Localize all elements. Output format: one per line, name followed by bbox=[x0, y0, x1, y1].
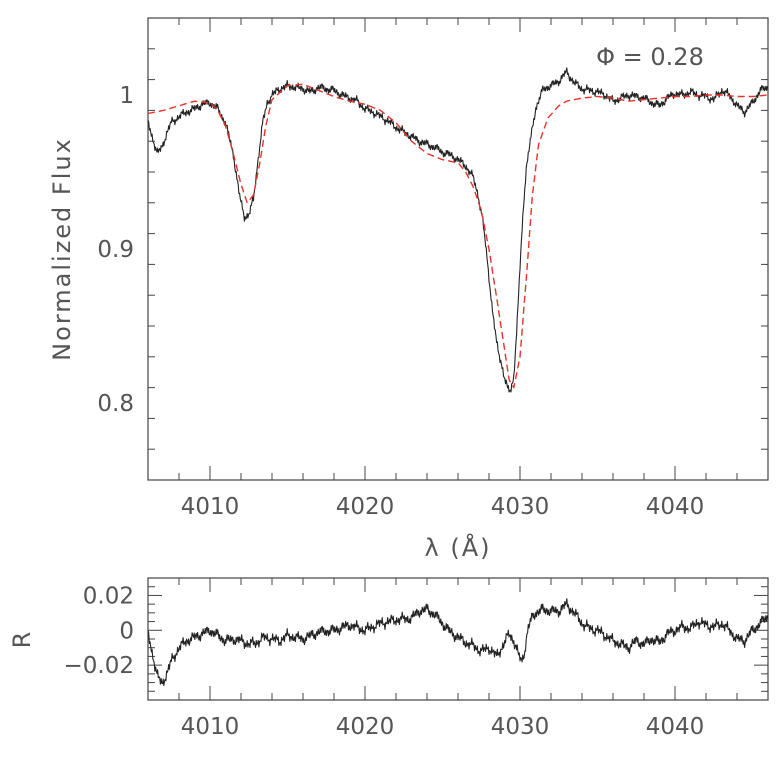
residual-y-tick-label: 0 bbox=[119, 618, 134, 644]
main-x-axis-label: λ (Å) bbox=[425, 533, 492, 562]
residual-panel: 4010 4020 4030 4040 −0.02 0 0.02 R bbox=[8, 577, 769, 740]
main-y-tick-label: 0.8 bbox=[97, 391, 134, 417]
main-y-tick-label: 0.9 bbox=[97, 237, 134, 263]
main-series-group bbox=[147, 67, 769, 393]
residual-x-tick-label: 4020 bbox=[336, 714, 395, 740]
residual-y-tick-label: 0.02 bbox=[83, 583, 134, 609]
main-ticks bbox=[147, 17, 769, 481]
residual-x-tick-label: 4040 bbox=[646, 714, 705, 740]
main-plot-frame bbox=[147, 17, 769, 481]
main-tick-labels: 4010 4020 4030 4040 0.8 0.9 1 bbox=[97, 83, 704, 520]
main-model-spectrum-line bbox=[147, 83, 769, 389]
residual-x-tick-label: 4030 bbox=[491, 714, 550, 740]
main-x-tick-label: 4010 bbox=[181, 494, 240, 520]
phase-annotation: Φ = 0.28 bbox=[596, 43, 704, 71]
main-x-tick-label: 4040 bbox=[646, 494, 705, 520]
main-observed-spectrum-line bbox=[147, 67, 769, 393]
residual-ticks bbox=[147, 577, 769, 701]
main-y-tick-label: 1 bbox=[119, 83, 134, 109]
main-x-tick-label: 4020 bbox=[336, 494, 395, 520]
residual-observed-spectrum-line bbox=[147, 598, 769, 687]
residual-tick-labels: 4010 4020 4030 4040 −0.02 0 0.02 bbox=[64, 583, 705, 740]
residual-y-axis-label: R bbox=[8, 630, 36, 649]
residual-x-tick-label: 4010 bbox=[181, 714, 240, 740]
main-panel: 4010 4020 4030 4040 0.8 0.9 1 Φ = 0.28 λ (Å) N… bbox=[48, 17, 769, 562]
main-y-axis-label: Normalized Flux bbox=[48, 137, 76, 361]
main-x-tick-label: 4030 bbox=[491, 494, 550, 520]
residual-series-group bbox=[147, 598, 769, 687]
residual-y-tick-label: −0.02 bbox=[64, 653, 134, 679]
